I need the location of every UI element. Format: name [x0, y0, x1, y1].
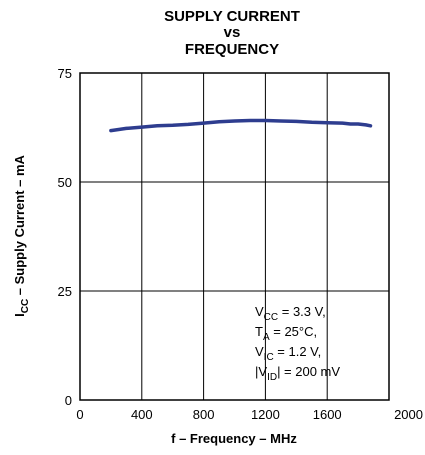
x-tick-label: 800 — [193, 407, 215, 422]
y-tick-label: 50 — [58, 175, 72, 190]
x-tick-labels: 0 400 800 1200 1600 2000 — [76, 407, 423, 422]
y-tick-label: 0 — [65, 393, 72, 408]
x-tick-label: 1200 — [251, 407, 280, 422]
condition-line: VCC = 3.3 V, — [255, 304, 326, 323]
x-axis-title: f – Frequency – MHz — [171, 431, 297, 446]
y-axis-title-sub: CC — [20, 299, 31, 313]
series-line-0 — [109, 118, 373, 133]
x-tick-label: 400 — [131, 407, 153, 422]
x-tick-label: 1600 — [313, 407, 342, 422]
plot-frame — [79, 72, 390, 401]
condition-line: |VID| = 200 mV — [255, 364, 340, 383]
condition-line: TA = 25°C, — [255, 324, 317, 343]
grid — [80, 73, 389, 400]
y-tick-labels: 0 25 50 75 — [58, 66, 72, 408]
y-axis-title-main: I — [12, 313, 27, 317]
condition-line: VIC = 1.2 V, — [255, 344, 321, 363]
conditions-annotation: VCC = 3.3 V,TA = 25°C,VIC = 1.2 V,|VID| … — [255, 304, 340, 383]
x-tick-label: 0 — [76, 407, 83, 422]
chart-title-line-1: SUPPLY CURRENT — [164, 8, 300, 25]
y-axis-title-rest: – Supply Current – mA — [12, 154, 27, 298]
series-group — [109, 118, 373, 133]
y-axis-title: ICC – Supply Current – mA — [12, 154, 31, 316]
chart-title-line-2: vs — [224, 24, 241, 41]
x-tick-label: 2000 — [394, 407, 423, 422]
y-tick-label: 25 — [58, 284, 72, 299]
y-tick-label: 75 — [58, 66, 72, 81]
chart-title-line-3: FREQUENCY — [185, 41, 279, 58]
